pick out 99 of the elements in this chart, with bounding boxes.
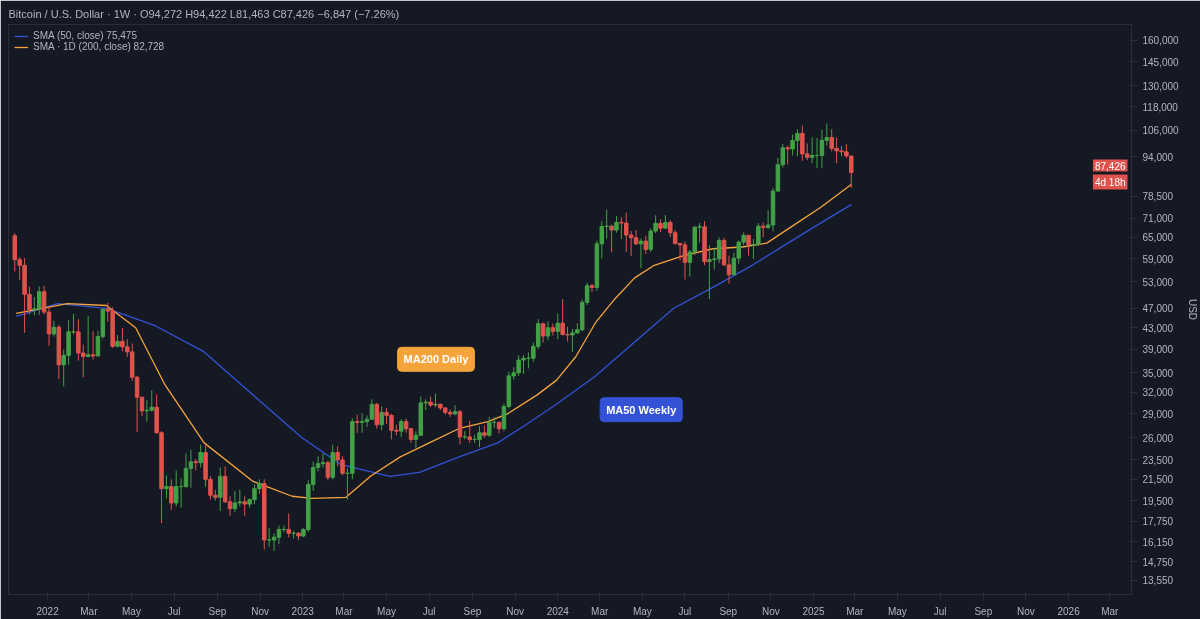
y-tick-label: 65,000: [1142, 232, 1174, 244]
candlestick: [682, 240, 688, 281]
y-tick-label: 13,550: [1142, 575, 1174, 587]
x-tick-label: Jul: [678, 605, 692, 617]
candlestick: [477, 425, 482, 448]
candlestick: [242, 495, 247, 517]
candlestick: [716, 236, 722, 264]
x-tick-label: Nov: [506, 605, 525, 617]
candlestick: [51, 320, 57, 338]
chart-title: Bitcoin / U.S. Dollar · 1W · O94,272 H94,422 L81,463 C87,426 −6,847 (−7.26%): [8, 7, 400, 20]
annotation: 4d 18h: [1094, 176, 1126, 188]
candlestick: [90, 330, 96, 360]
x-tick-label: Sep: [974, 605, 993, 617]
candlestick: [266, 527, 272, 548]
y-tick-label: 43,000: [1142, 322, 1174, 334]
candlestick: [85, 315, 91, 358]
y-tick-label: 160,000: [1142, 35, 1180, 47]
candlestick: [374, 402, 380, 430]
y-tick-label: 59,000: [1142, 253, 1174, 265]
y-axis-title: USD: [1186, 298, 1198, 321]
x-tick-label: May: [122, 605, 141, 617]
x-tick-label: Jul: [933, 605, 947, 617]
y-tick-label: 130,000: [1142, 80, 1180, 92]
candlestick: [589, 283, 595, 293]
candlestick: [609, 224, 614, 253]
x-tick-label: Jul: [422, 605, 436, 617]
x-tick-label: Mar: [1101, 605, 1120, 617]
candlestick: [198, 444, 203, 468]
x-tick-label: Jul: [167, 605, 181, 617]
x-tick-label: Mar: [80, 605, 99, 617]
annotation: 87,426: [1094, 160, 1126, 172]
y-tick-label: 17,750: [1142, 516, 1174, 528]
candlestick: [487, 416, 492, 438]
y-tick-label: 26,000: [1142, 432, 1174, 444]
x-tick-label: Sep: [208, 605, 227, 617]
candlestick: [633, 229, 639, 246]
x-tick-label: May: [632, 605, 652, 617]
y-tick-label: 14,750: [1142, 556, 1174, 568]
candlestick: [325, 460, 331, 481]
annotation: MA50 Weekly: [606, 403, 678, 416]
x-tick-label: 2026: [1057, 605, 1081, 617]
candlestick: [271, 532, 277, 552]
candlestick: [555, 312, 561, 340]
y-tick-label: 53,000: [1142, 277, 1174, 288]
candlestick: [545, 320, 551, 341]
x-tick-label: May: [887, 605, 907, 617]
candlestick: [746, 234, 751, 257]
candlestick: [217, 466, 223, 512]
x-tick-label: 2022: [36, 605, 60, 617]
candlestick: [809, 136, 815, 164]
y-tick-label: 118,000: [1142, 101, 1179, 113]
y-tick-label: 39,000: [1142, 344, 1174, 356]
candlestick: [144, 399, 150, 423]
legend-label: SMA · 1D (200, close) 82,728: [33, 41, 165, 52]
candlestick: [188, 449, 194, 489]
y-tick-label: 106,000: [1142, 125, 1180, 137]
candlestick: [354, 414, 360, 434]
y-tick-label: 94,000: [1142, 151, 1174, 163]
x-tick-label: 2025: [802, 605, 826, 617]
y-tick-label: 35,000: [1142, 367, 1174, 379]
candlestick: [173, 469, 179, 507]
annotation: MA200 Daily: [403, 353, 470, 366]
candlestick: [643, 235, 649, 255]
candlestick: [276, 525, 282, 545]
candlestick: [286, 512, 291, 538]
y-tick-label: 145,000: [1142, 56, 1180, 68]
y-tick-label: 47,000: [1142, 303, 1174, 315]
candlestick: [320, 452, 326, 468]
candlestick: [164, 474, 169, 499]
x-tick-label: Sep: [719, 605, 738, 617]
candlestick: [12, 232, 18, 273]
y-tick-label: 23,500: [1142, 454, 1174, 466]
y-tick-label: 21,500: [1142, 474, 1174, 486]
x-tick-label: Nov: [762, 605, 780, 617]
legend-label: SMA (50, close) 75,475: [33, 30, 137, 41]
y-tick-label: 19,500: [1142, 495, 1174, 507]
x-tick-label: May: [377, 605, 397, 617]
candlestick: [638, 237, 644, 269]
candlestick: [452, 404, 458, 416]
x-tick-label: 2024: [546, 605, 570, 617]
y-tick-label: 71,000: [1142, 213, 1174, 225]
x-tick-label: Nov: [1017, 605, 1035, 617]
candlestick: [169, 478, 174, 511]
candlestick: [467, 420, 472, 444]
candlestick: [550, 323, 556, 336]
y-tick-label: 78,500: [1142, 191, 1174, 203]
candlestick: [785, 145, 790, 165]
x-tick-label: Mar: [335, 605, 354, 617]
candlestick: [379, 405, 384, 431]
x-tick-label: Nov: [251, 605, 269, 617]
x-tick-label: Mar: [591, 605, 609, 617]
x-tick-label: Sep: [463, 605, 482, 617]
candlestick: [232, 490, 238, 513]
candlestick: [359, 412, 365, 434]
y-tick-label: 16,150: [1142, 536, 1174, 548]
y-tick-label: 29,000: [1142, 408, 1174, 420]
x-tick-label: 2023: [291, 605, 315, 617]
y-tick-label: 32,000: [1142, 387, 1174, 399]
x-tick-label: Mar: [846, 605, 865, 617]
